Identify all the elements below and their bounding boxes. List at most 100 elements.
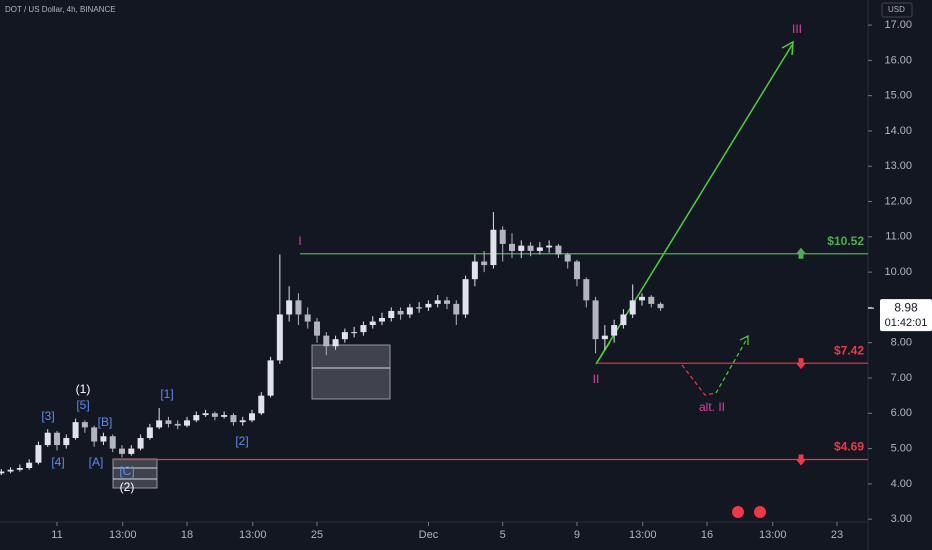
- arrow-head: [781, 40, 794, 56]
- candle-body: [536, 247, 543, 251]
- candle-body: [109, 436, 116, 449]
- candle-body: [193, 415, 200, 421]
- candle-body: [44, 432, 51, 446]
- countdown: 01:42:01: [885, 317, 928, 329]
- currency-box[interactable]: [881, 2, 913, 18]
- event-icon[interactable]: [732, 506, 744, 518]
- candle-body: [360, 325, 367, 333]
- y-tick-label: 8.00: [891, 337, 912, 349]
- candle-body: [119, 448, 126, 454]
- candle-body: [35, 445, 42, 463]
- wave-label: II: [593, 372, 600, 386]
- event-icon[interactable]: [754, 506, 766, 518]
- x-tick-label: 18: [181, 529, 193, 541]
- candle-body: [416, 307, 423, 309]
- candle-body: [267, 360, 274, 396]
- candle-body: [54, 432, 61, 446]
- candle-body: [276, 314, 283, 361]
- candle-body: [332, 339, 339, 347]
- projection-arrow: [595, 341, 611, 365]
- candle-body: [341, 332, 348, 340]
- candle-body: [7, 469, 14, 472]
- candle-body: [443, 300, 450, 304]
- candle-body: [286, 300, 293, 315]
- candle-body: [16, 468, 23, 470]
- y-tick-label: 11.00: [885, 231, 912, 243]
- x-tick-label: 11: [51, 529, 62, 541]
- arrow-head: [739, 335, 749, 345]
- level-label: $4.69: [834, 440, 864, 454]
- wave-label: III: [792, 22, 802, 36]
- candle-body: [601, 335, 608, 340]
- candle-body: [184, 420, 191, 426]
- currency: USD: [888, 5, 905, 14]
- x-tick-label: 16: [701, 529, 713, 541]
- candle-body: [573, 261, 580, 280]
- y-tick-label: 15.00: [884, 90, 912, 102]
- y-tick-label: 13.00: [884, 160, 912, 172]
- candle-body: [527, 245, 534, 251]
- y-tick-label: 6.00: [891, 407, 912, 419]
- candle-body: [26, 462, 33, 468]
- candle-body: [564, 254, 571, 262]
- y-tick-label: 7.00: [891, 372, 912, 384]
- candle-body: [490, 229, 497, 266]
- level-arrow: [796, 454, 806, 466]
- last-price: 8.98: [894, 300, 918, 314]
- candle-body: [406, 307, 413, 315]
- candle-body: [620, 314, 627, 326]
- candle-body: [518, 245, 525, 251]
- candle-body: [249, 413, 256, 421]
- projection-arrow: [595, 44, 793, 365]
- level-label: $10.52: [827, 234, 864, 248]
- wave-label: (1): [76, 382, 91, 396]
- candle-body: [462, 279, 469, 315]
- wave-label: [B]: [98, 415, 113, 429]
- y-tick-label: 12.00: [884, 195, 912, 207]
- candle-body: [100, 436, 107, 442]
- candle-body: [481, 261, 488, 266]
- candle-body: [156, 420, 163, 428]
- x-tick-label: 13:00: [109, 529, 137, 541]
- candle-body: [471, 261, 478, 280]
- x-tick-label: 23: [831, 529, 843, 541]
- candle-body: [81, 422, 88, 428]
- level-arrow: [796, 358, 806, 370]
- candle-body: [239, 420, 246, 423]
- candle-body: [174, 423, 181, 426]
- candle-body: [546, 245, 553, 248]
- zone-box: [311, 344, 391, 400]
- wave-label: [5]: [76, 398, 89, 412]
- wave-label: [A]: [89, 455, 104, 469]
- candle-body: [369, 321, 376, 326]
- candle-body: [211, 413, 218, 417]
- x-tick-label: 13:00: [629, 529, 657, 541]
- level-arrow: [796, 247, 806, 259]
- candle-body: [221, 415, 228, 417]
- candle-body: [434, 300, 441, 304]
- candle-body: [499, 229, 506, 244]
- wave-label: [3]: [41, 409, 54, 423]
- candle-body: [629, 300, 636, 315]
- x-tick-label: Dec: [419, 529, 439, 541]
- candle-body: [314, 321, 321, 336]
- candle-body: [165, 420, 172, 424]
- candle-body: [397, 310, 404, 315]
- candle-body: [379, 318, 386, 322]
- wave-label: [4]: [51, 455, 64, 469]
- candle-body: [230, 415, 237, 423]
- alt-path: [681, 364, 717, 396]
- wave-label: (2): [120, 480, 135, 494]
- x-tick-label: 9: [574, 529, 580, 541]
- candle-body: [63, 438, 70, 446]
- wave-label: alt. II: [699, 400, 725, 414]
- alt-path: [715, 336, 749, 394]
- wave-label: [1]: [160, 387, 173, 401]
- y-tick-label: 14.00: [884, 125, 912, 137]
- y-tick-label: 17.00: [884, 19, 912, 31]
- candle-body: [583, 279, 590, 301]
- candle-body: [657, 303, 664, 309]
- candle-body: [648, 296, 655, 304]
